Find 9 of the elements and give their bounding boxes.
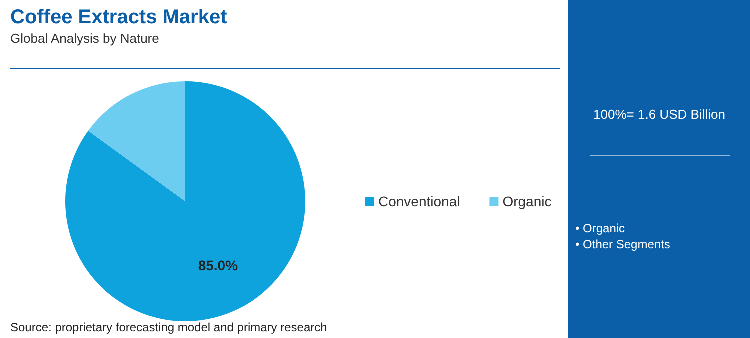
chart-subtitle: Global Analysis by Nature	[10, 31, 160, 46]
text: • Organic	[576, 222, 626, 236]
text: 100%= 1.6 USD Billion	[594, 107, 726, 122]
legend-label: Organic	[502, 194, 552, 210]
data-label: 85.0%	[198, 258, 239, 274]
source-note: Source: proprietary forecasting model and primary research	[10, 320, 328, 334]
legend-label: Conventional	[378, 194, 460, 210]
chart-title: Coffee Extracts Market	[10, 6, 228, 28]
text: • Other Segments	[576, 238, 670, 252]
